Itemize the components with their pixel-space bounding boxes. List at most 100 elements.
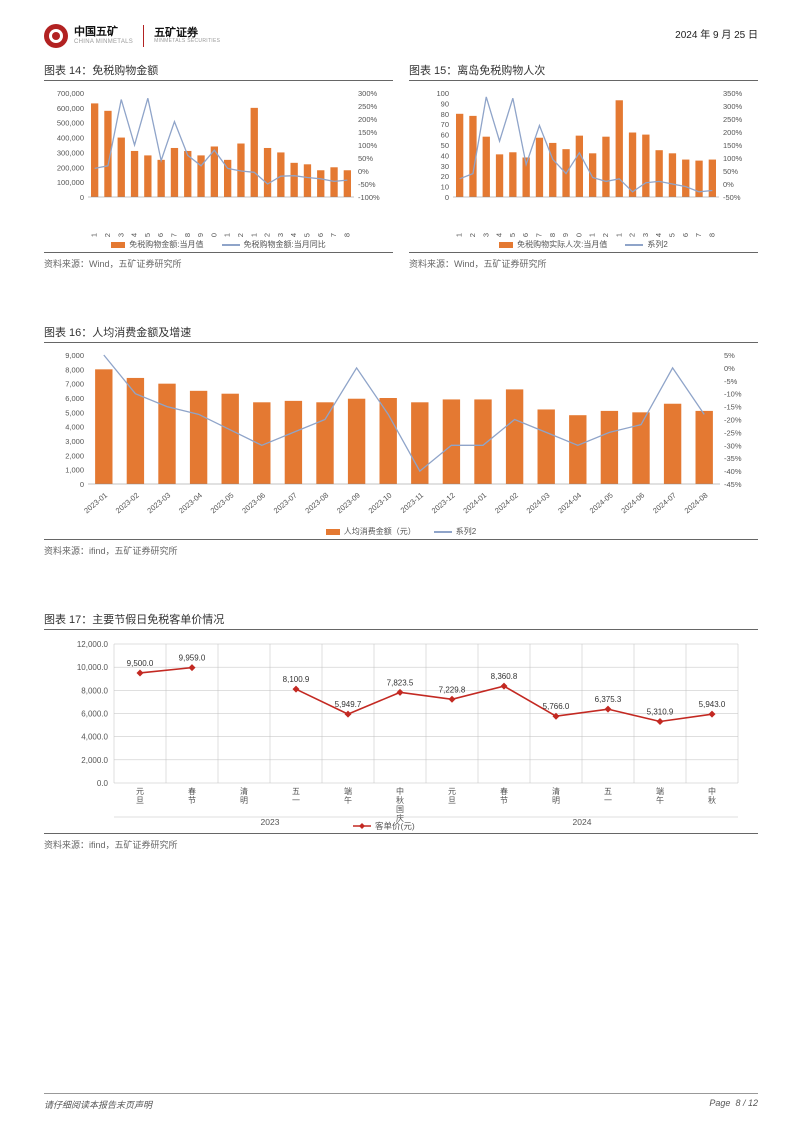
svg-text:2023-05: 2023-05 xyxy=(209,491,236,516)
svg-text:2024-02: 2024-02 xyxy=(263,233,272,237)
svg-text:2024-08: 2024-08 xyxy=(342,233,351,237)
svg-text:0%: 0% xyxy=(358,167,369,176)
chart-15-source: 资料来源：Wind，五矿证券研究所 xyxy=(409,252,758,270)
svg-text:2023-10: 2023-10 xyxy=(574,233,583,237)
svg-text:8,000.0: 8,000.0 xyxy=(81,686,108,695)
svg-text:-40%: -40% xyxy=(724,467,742,476)
svg-text:8,360.8: 8,360.8 xyxy=(491,672,518,681)
svg-text:200%: 200% xyxy=(723,128,743,137)
svg-text:100: 100 xyxy=(436,89,449,98)
svg-text:2023-01: 2023-01 xyxy=(455,233,464,237)
svg-text:2024-07: 2024-07 xyxy=(329,233,338,237)
brand2: 五矿证券 MINMETALS SECURITIES xyxy=(154,28,220,45)
svg-text:端: 端 xyxy=(344,786,352,796)
svg-text:2023-03: 2023-03 xyxy=(145,491,172,516)
svg-text:节: 节 xyxy=(188,796,196,805)
svg-text:2023-11: 2023-11 xyxy=(223,233,232,237)
svg-text:2,000.0: 2,000.0 xyxy=(81,756,108,765)
svg-text:8,000: 8,000 xyxy=(65,365,84,374)
svg-text:5,310.9: 5,310.9 xyxy=(647,707,674,716)
svg-text:中: 中 xyxy=(708,786,716,796)
svg-text:10,000.0: 10,000.0 xyxy=(77,663,109,672)
brand-block: 中国五矿 CHINA MINMETALS 五矿证券 MINMETALS SECU… xyxy=(44,24,220,48)
chart-17-svg: 0.02,000.04,000.06,000.08,000.010,000.01… xyxy=(44,636,758,831)
page-footer: 请仔细阅读本报告末页声明 Page 8 / 12 xyxy=(44,1093,758,1111)
svg-text:2023-12: 2023-12 xyxy=(236,233,245,237)
svg-text:旦: 旦 xyxy=(136,796,144,805)
brand-divider xyxy=(143,25,144,47)
svg-text:40: 40 xyxy=(441,151,449,160)
svg-text:2023-02: 2023-02 xyxy=(103,233,112,237)
chart-16-legend2: 系列2 xyxy=(456,526,476,537)
svg-text:700,000: 700,000 xyxy=(57,89,84,98)
svg-text:2,000: 2,000 xyxy=(65,451,84,460)
svg-text:150%: 150% xyxy=(358,128,378,137)
svg-text:-15%: -15% xyxy=(724,403,742,412)
svg-text:0.0: 0.0 xyxy=(97,779,109,788)
svg-text:秋: 秋 xyxy=(396,795,404,805)
svg-text:5,943.0: 5,943.0 xyxy=(699,700,726,709)
chart-15-legend: 免税购物实际人次:当月值 系列2 xyxy=(409,239,758,250)
svg-text:2023-08: 2023-08 xyxy=(303,491,330,516)
svg-text:2023-04: 2023-04 xyxy=(495,233,504,237)
svg-text:2024-03: 2024-03 xyxy=(525,491,552,516)
svg-text:2024-04: 2024-04 xyxy=(289,233,298,237)
svg-text:2023-07: 2023-07 xyxy=(272,491,299,516)
svg-text:2023-09: 2023-09 xyxy=(335,491,362,516)
svg-text:-25%: -25% xyxy=(724,428,742,437)
svg-text:4,000.0: 4,000.0 xyxy=(81,733,108,742)
svg-text:90: 90 xyxy=(441,99,449,108)
svg-text:2023-10: 2023-10 xyxy=(209,233,218,237)
chart-16-legend1: 人均消费金额（元） xyxy=(344,526,416,537)
svg-text:2023-01: 2023-01 xyxy=(90,233,99,237)
svg-text:100%: 100% xyxy=(723,154,743,163)
svg-text:2024-03: 2024-03 xyxy=(641,233,650,237)
svg-text:2024-08: 2024-08 xyxy=(683,491,710,516)
chart-14-title: 图表 14：免税购物金额 xyxy=(44,58,393,81)
svg-text:2024-01: 2024-01 xyxy=(249,233,258,237)
svg-text:2023-06: 2023-06 xyxy=(240,491,267,516)
svg-text:500,000: 500,000 xyxy=(57,119,84,128)
svg-text:50: 50 xyxy=(441,141,449,150)
chart-16-source: 资料来源：ifind，五矿证券研究所 xyxy=(44,539,758,557)
svg-text:70: 70 xyxy=(441,120,449,129)
chart-14-svg: 0100,000200,000300,000400,000500,000600,… xyxy=(44,87,392,237)
svg-text:明: 明 xyxy=(552,796,560,805)
svg-text:8,100.9: 8,100.9 xyxy=(283,675,310,684)
svg-text:端: 端 xyxy=(656,786,664,796)
svg-text:午: 午 xyxy=(656,795,664,805)
svg-text:2024-06: 2024-06 xyxy=(619,491,646,516)
brand1-en: CHINA MINMETALS xyxy=(74,39,133,45)
svg-text:2023-06: 2023-06 xyxy=(156,233,165,237)
svg-text:2023-09: 2023-09 xyxy=(196,233,205,237)
svg-text:300%: 300% xyxy=(358,89,378,98)
chart-17-title: 图表 17：主要节假日免税客单价情况 xyxy=(44,607,758,630)
svg-text:2023-06: 2023-06 xyxy=(521,233,530,237)
svg-text:2023: 2023 xyxy=(261,817,280,827)
svg-text:5,766.0: 5,766.0 xyxy=(543,702,570,711)
chart-17-block: 图表 17：主要节假日免税客单价情况 0.02,000.04,000.06,00… xyxy=(0,607,802,851)
svg-text:2023-03: 2023-03 xyxy=(481,233,490,237)
chart-15-legend1: 免税购物实际人次:当月值 xyxy=(517,239,607,250)
svg-text:2024-06: 2024-06 xyxy=(681,233,690,237)
svg-text:2023-05: 2023-05 xyxy=(508,233,517,237)
svg-text:2023-05: 2023-05 xyxy=(143,233,152,237)
svg-text:2024-07: 2024-07 xyxy=(694,233,703,237)
chart-16-svg: 01,0002,0003,0004,0005,0006,0007,0008,00… xyxy=(44,349,758,524)
svg-text:五: 五 xyxy=(604,787,612,796)
svg-text:2024-05: 2024-05 xyxy=(302,233,311,237)
svg-text:2023-12: 2023-12 xyxy=(601,233,610,237)
svg-text:2023-08: 2023-08 xyxy=(548,233,557,237)
chart-15-block: 图表 15：离岛免税购物人次 0102030405060708090100-50… xyxy=(409,58,758,270)
svg-text:200,000: 200,000 xyxy=(57,163,84,172)
chart-15-title: 图表 15：离岛免税购物人次 xyxy=(409,58,758,81)
svg-text:4,000: 4,000 xyxy=(65,423,84,432)
svg-text:12,000.0: 12,000.0 xyxy=(77,640,109,649)
chart-16-legend: 人均消费金额（元） 系列2 xyxy=(44,526,758,537)
svg-text:2023-12: 2023-12 xyxy=(430,491,457,516)
svg-text:9,959.0: 9,959.0 xyxy=(179,654,206,663)
svg-text:400,000: 400,000 xyxy=(57,134,84,143)
svg-text:2023-02: 2023-02 xyxy=(114,491,141,516)
svg-text:2023-04: 2023-04 xyxy=(177,491,204,516)
svg-text:2023-10: 2023-10 xyxy=(367,491,394,516)
